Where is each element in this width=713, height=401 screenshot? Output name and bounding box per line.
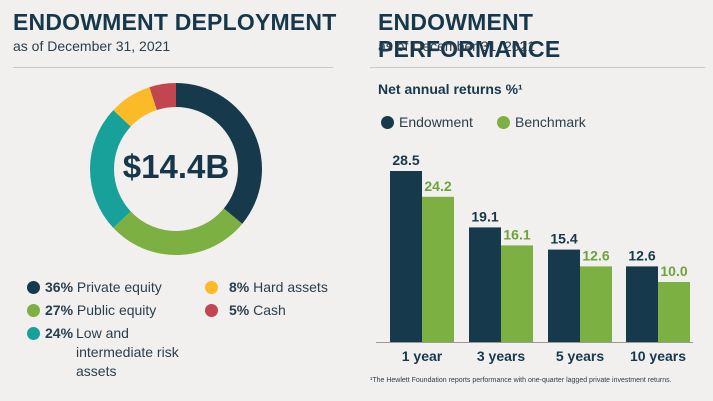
performance-subtitle: as of December 31, 2021 — [378, 38, 536, 54]
x-tick-label: 1 year — [402, 348, 443, 364]
private-equity-swatch — [27, 281, 40, 294]
cash-swatch — [205, 304, 218, 317]
legend-item-cash: 5% Cash — [205, 301, 340, 320]
legend-item-public-equity: 27% Public equity — [27, 301, 197, 320]
series-legend-endowment: Endowment — [381, 114, 491, 132]
legend-label: Private equity — [76, 279, 162, 295]
legend-pct: 8% — [229, 279, 250, 295]
performance-title: ENDOWMENT PERFORMANCE — [378, 9, 561, 62]
series-label: Benchmark — [515, 114, 586, 130]
x-tick-label: 5 years — [556, 348, 604, 364]
deployment-divider — [13, 67, 333, 68]
footnote: ¹The Hewlett Foundation reports performa… — [370, 377, 672, 384]
legend-pct: 27% — [45, 302, 74, 318]
bar-endowment-3-years — [469, 227, 501, 342]
benchmark-swatch — [497, 116, 510, 129]
legend-label: Hard assets — [253, 279, 328, 295]
performance-divider — [370, 67, 705, 68]
data-label-endowment: 15.4 — [550, 231, 577, 247]
bar-endowment-1-year — [390, 171, 422, 342]
donut-slice-hard-assets — [113, 87, 157, 127]
legend-pct: 36% — [45, 279, 74, 295]
chart-heading: Net annual returns %¹ — [378, 81, 523, 97]
deployment-title: ENDOWMENT DEPLOYMENT — [13, 9, 337, 35]
bar-benchmark-1-year — [422, 196, 454, 342]
bar-benchmark-10-years — [658, 282, 690, 342]
legend-item-private-equity: 36% Private equity — [27, 278, 197, 297]
legend-pct: 24% — [45, 325, 74, 341]
low-risk-swatch — [27, 327, 40, 340]
public-equity-swatch — [27, 304, 40, 317]
data-label-benchmark: 16.1 — [503, 226, 530, 242]
legend-label: Cash — [253, 302, 286, 318]
data-label-benchmark: 12.6 — [582, 247, 609, 263]
hard-assets-swatch — [205, 281, 218, 294]
bar-endowment-10-years — [626, 266, 658, 342]
legend-pct: 5% — [229, 302, 250, 318]
bar-benchmark-3-years — [501, 245, 533, 342]
deployment-subtitle: as of December 31, 2021 — [13, 38, 171, 54]
legend-item-low-intermediate-risk: 24% Low and intermediate risk assets — [27, 324, 197, 381]
donut-slice-private-equity — [176, 83, 262, 224]
endowment-total-value: $14.4B — [122, 148, 230, 185]
series-legend-benchmark: Benchmark — [497, 114, 607, 132]
data-label-benchmark: 10.0 — [660, 263, 687, 279]
x-tick-label: 3 years — [477, 348, 525, 364]
bar-benchmark-5-years — [580, 266, 612, 342]
bar-endowment-5-years — [548, 249, 580, 342]
legend-label: Low and intermediate risk assets — [76, 325, 179, 379]
legend-item-hard-assets: 8% Hard assets — [205, 278, 340, 297]
donut-slice-public-equity — [113, 208, 243, 256]
x-tick-label: 10 years — [630, 348, 686, 364]
donut-slice-low-and-intermediate-risk-assets — [90, 110, 131, 228]
endowment-swatch — [381, 116, 394, 129]
donut-slice-cash — [149, 83, 176, 111]
legend-label: Public equity — [76, 302, 157, 318]
data-label-endowment: 28.5 — [392, 152, 419, 168]
data-label-benchmark: 24.2 — [424, 178, 451, 194]
data-label-endowment: 12.6 — [628, 247, 655, 263]
series-label: Endowment — [399, 114, 473, 130]
data-label-endowment: 19.1 — [471, 208, 498, 224]
